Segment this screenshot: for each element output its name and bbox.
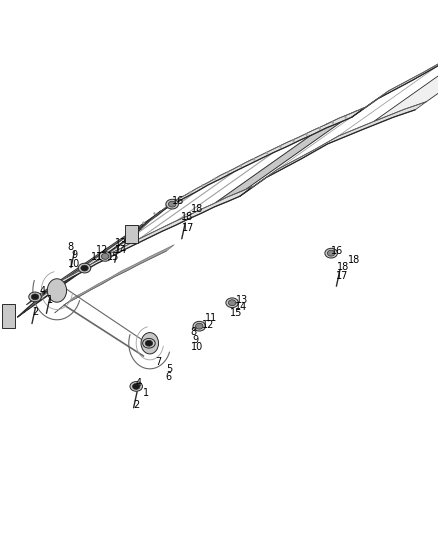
Circle shape bbox=[227, 171, 229, 174]
Circle shape bbox=[332, 122, 334, 124]
Circle shape bbox=[142, 222, 145, 224]
Circle shape bbox=[318, 127, 321, 130]
Text: 13: 13 bbox=[115, 238, 127, 247]
Text: 18: 18 bbox=[191, 204, 204, 214]
Circle shape bbox=[141, 333, 159, 354]
Text: 16: 16 bbox=[331, 246, 343, 255]
Ellipse shape bbox=[99, 252, 111, 261]
Circle shape bbox=[177, 198, 180, 200]
Text: 17: 17 bbox=[182, 223, 194, 232]
Polygon shape bbox=[352, 23, 438, 117]
Polygon shape bbox=[18, 187, 252, 317]
Polygon shape bbox=[26, 206, 169, 305]
Ellipse shape bbox=[169, 201, 176, 207]
Text: 4: 4 bbox=[39, 286, 46, 296]
Text: 15: 15 bbox=[107, 252, 120, 262]
Ellipse shape bbox=[145, 340, 152, 346]
Text: 16: 16 bbox=[172, 197, 184, 206]
Polygon shape bbox=[374, 23, 438, 122]
Ellipse shape bbox=[143, 338, 155, 348]
Circle shape bbox=[213, 178, 215, 180]
Text: 7: 7 bbox=[155, 358, 162, 367]
Ellipse shape bbox=[193, 321, 205, 331]
Text: 13: 13 bbox=[236, 295, 248, 304]
Ellipse shape bbox=[229, 300, 236, 306]
Text: 10: 10 bbox=[191, 342, 203, 352]
Ellipse shape bbox=[226, 298, 238, 308]
Text: 18: 18 bbox=[181, 212, 193, 222]
Circle shape bbox=[344, 116, 347, 118]
Circle shape bbox=[47, 279, 67, 302]
Text: 14: 14 bbox=[115, 245, 127, 255]
Text: 4: 4 bbox=[136, 378, 142, 387]
Circle shape bbox=[305, 133, 308, 136]
Text: 5: 5 bbox=[166, 364, 173, 374]
Ellipse shape bbox=[130, 382, 142, 391]
Text: 15: 15 bbox=[230, 309, 242, 318]
Text: 9: 9 bbox=[71, 251, 77, 260]
Circle shape bbox=[293, 140, 295, 142]
Circle shape bbox=[190, 191, 192, 193]
Circle shape bbox=[132, 230, 135, 233]
Text: 12: 12 bbox=[95, 245, 108, 255]
Polygon shape bbox=[215, 110, 357, 203]
Polygon shape bbox=[55, 245, 174, 313]
Ellipse shape bbox=[81, 265, 88, 271]
Text: 18: 18 bbox=[337, 262, 350, 271]
Text: 10: 10 bbox=[68, 259, 80, 269]
Text: 2: 2 bbox=[32, 307, 38, 317]
Ellipse shape bbox=[196, 323, 203, 329]
Circle shape bbox=[201, 184, 204, 187]
Ellipse shape bbox=[102, 253, 109, 260]
Circle shape bbox=[153, 212, 155, 215]
Circle shape bbox=[240, 164, 242, 167]
Text: 8: 8 bbox=[191, 327, 197, 336]
Ellipse shape bbox=[166, 199, 178, 209]
Text: 9: 9 bbox=[193, 335, 199, 344]
Text: 18: 18 bbox=[348, 255, 360, 264]
Polygon shape bbox=[240, 102, 426, 196]
Ellipse shape bbox=[325, 248, 337, 258]
Text: 1: 1 bbox=[143, 388, 149, 398]
Polygon shape bbox=[129, 108, 364, 238]
Polygon shape bbox=[2, 304, 15, 328]
Text: 1: 1 bbox=[47, 295, 53, 305]
Text: 6: 6 bbox=[166, 372, 172, 382]
Ellipse shape bbox=[32, 294, 39, 300]
Ellipse shape bbox=[133, 383, 140, 390]
Polygon shape bbox=[18, 229, 141, 317]
Circle shape bbox=[279, 146, 281, 148]
Text: 14: 14 bbox=[235, 302, 247, 312]
Text: 2: 2 bbox=[134, 400, 140, 410]
Circle shape bbox=[253, 158, 255, 160]
Circle shape bbox=[166, 204, 167, 207]
Ellipse shape bbox=[328, 250, 335, 256]
Polygon shape bbox=[125, 225, 138, 243]
Ellipse shape bbox=[78, 263, 91, 273]
Text: 17: 17 bbox=[336, 271, 349, 281]
Text: 8: 8 bbox=[67, 242, 73, 252]
Text: 11: 11 bbox=[205, 313, 217, 323]
Text: 11: 11 bbox=[91, 253, 103, 262]
Circle shape bbox=[266, 152, 268, 155]
Ellipse shape bbox=[29, 292, 41, 302]
Text: 12: 12 bbox=[202, 320, 215, 330]
